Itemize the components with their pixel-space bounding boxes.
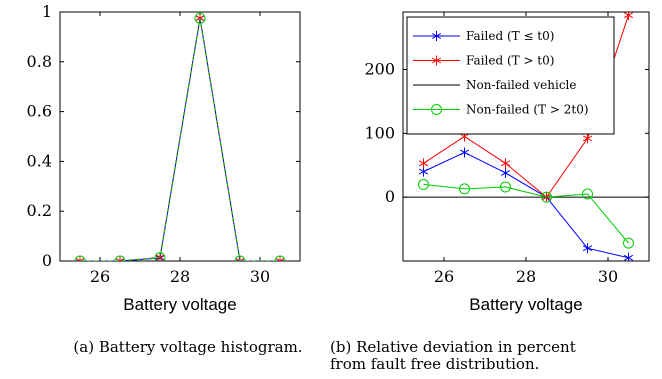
legend-item: Failed (T ≤ t0) xyxy=(413,29,554,43)
chart-a-point xyxy=(194,12,206,24)
legend-item: Failed (T > t0) xyxy=(413,54,554,68)
chart-b-point xyxy=(418,158,429,169)
chart-b-point xyxy=(500,158,511,169)
chart-b-point xyxy=(623,237,634,249)
chart-a-ytick-label: 0.2 xyxy=(27,201,52,220)
chart-b-xtick-label: 30 xyxy=(598,267,618,286)
chart-a-point xyxy=(274,255,286,261)
chart-a-ytick-label: 0.8 xyxy=(27,52,52,71)
chart-b-point xyxy=(541,191,552,203)
legend-item: Non-failed vehicle xyxy=(413,78,576,92)
chart-b-point xyxy=(459,183,470,195)
chart-b-series-line xyxy=(423,151,629,259)
legend-label: Failed (T ≤ t0) xyxy=(466,29,554,43)
chart-a-ytick-label: 1 xyxy=(42,2,52,21)
chart-b-point xyxy=(582,243,593,254)
legend-label: Non-failed vehicle xyxy=(466,78,576,92)
chart-a-point xyxy=(275,256,285,261)
legend-label: Non-failed (T > 2t0) xyxy=(466,103,589,117)
chart-a-caption: (a) Battery voltage histogram. xyxy=(73,338,302,356)
chart-a-plot-area xyxy=(74,12,286,261)
chart-a-point xyxy=(154,252,166,261)
chart-a-series-line xyxy=(80,18,280,261)
chart-a-xtick-label: 30 xyxy=(250,267,270,286)
chart-b-ytick-label: 0 xyxy=(385,187,395,206)
chart-b-point xyxy=(418,178,429,190)
chart-b: 26 28 30 0 100 200 Battery voltage (b) Relati… xyxy=(330,11,650,373)
chart-a-xtick-label: 26 xyxy=(90,267,110,286)
chart-b-series-line xyxy=(423,183,629,244)
chart-a-xtick-label: 28 xyxy=(170,267,190,286)
chart-b-ytick-label: 200 xyxy=(364,59,395,78)
chart-b-plot-area xyxy=(403,12,649,261)
chart-a-ytick-label: 0 xyxy=(42,251,52,270)
chart-b-ticks: 26 28 30 0 100 200 xyxy=(364,12,649,286)
chart-a-series-line xyxy=(80,18,280,261)
chart-b-point xyxy=(623,252,634,261)
chart-a-ticks: 26 28 30 0 0.2 0.4 0.6 0.8 1 xyxy=(27,2,300,286)
chart-b-point xyxy=(500,181,511,193)
legend-label: Failed (T > t0) xyxy=(466,54,554,68)
chart-b-point xyxy=(582,188,593,200)
chart-b-xtick-label: 28 xyxy=(516,267,536,286)
legend-marker xyxy=(431,31,442,41)
chart-a-ytick-label: 0.4 xyxy=(27,151,52,170)
chart-b-series-3 xyxy=(418,178,634,249)
chart-b-point xyxy=(500,167,511,178)
chart-a-point xyxy=(114,255,126,261)
chart-b-series-0 xyxy=(418,147,634,261)
chart-a-point xyxy=(235,256,245,261)
chart-a-point xyxy=(75,256,85,261)
chart-a-xlabel: Battery voltage xyxy=(123,295,236,314)
chart-a-point xyxy=(234,255,246,261)
legend-marker xyxy=(431,104,442,115)
chart-b-point xyxy=(623,12,634,21)
chart-b-caption-line-2: from fault free distribution. xyxy=(330,355,539,373)
chart-b-ytick-label: 100 xyxy=(364,123,395,142)
chart-b-caption-line-1: (b) Relative deviation in percent xyxy=(330,338,576,356)
chart-b-xtick-label: 26 xyxy=(434,267,454,286)
chart-b-legend: Failed (T ≤ t0) Failed (T > t0) Non-failed… xyxy=(406,16,615,135)
chart-a-point xyxy=(115,256,125,261)
chart-a-series-3 xyxy=(74,12,286,261)
chart-b-point xyxy=(459,147,470,158)
chart-a-series-1 xyxy=(75,13,285,261)
chart-b-xlabel: Battery voltage xyxy=(469,295,582,314)
chart-a: 26 28 30 0 0.2 0.4 0.6 0.8 1 Battery voltage (a)… xyxy=(27,2,303,356)
chart-b-point xyxy=(582,133,593,144)
chart-a-point xyxy=(74,255,86,261)
chart-a-ytick-label: 0.6 xyxy=(27,102,52,121)
legend-item: Non-failed (T > 2t0) xyxy=(413,103,589,117)
legend-marker xyxy=(431,55,442,66)
